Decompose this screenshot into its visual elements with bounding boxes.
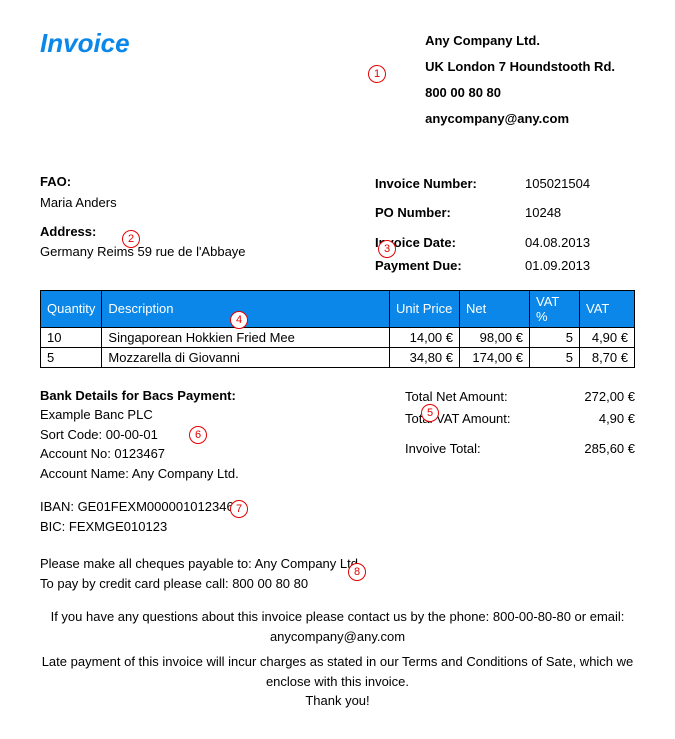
table-cell: 4,90 € [580, 327, 635, 347]
table-cell: 10 [41, 327, 102, 347]
total-net: 272,00 € [555, 386, 635, 408]
totals-block: Total Net Amount:272,00 € Total VAT Amou… [405, 386, 635, 537]
column-header: VAT % [530, 290, 580, 327]
table-cell: Mozzarella di Giovanni [102, 347, 390, 367]
bank-details: Bank Details for Bacs Payment: Example B… [40, 386, 360, 537]
payment-due-label: Payment Due: [375, 254, 505, 277]
annotation-marker: 1 [368, 65, 386, 83]
annotation-marker: 7 [230, 500, 248, 518]
fao-name: Maria Anders [40, 193, 320, 214]
company-address: UK London 7 Houndstooth Rd. [425, 54, 615, 80]
bank-account-no: Account No: 0123467 [40, 444, 360, 464]
recipient-block: FAO: Maria Anders Address: Germany Reims… [40, 172, 320, 278]
annotation-marker: 4 [230, 311, 248, 329]
table-cell: 174,00 € [460, 347, 530, 367]
company-phone: 800 00 80 80 [425, 80, 615, 106]
po-number-label: PO Number: [375, 201, 505, 224]
invoice-number-label: Invoice Number: [375, 172, 505, 195]
column-header: Quantity [41, 290, 102, 327]
column-header: Unit Price [390, 290, 460, 327]
invoice-title: Invoice [40, 28, 130, 132]
annotation-marker: 6 [189, 426, 207, 444]
thanks-footnote: Thank you! [40, 691, 635, 711]
table-cell: Singaporean Hokkien Fried Mee [102, 327, 390, 347]
column-header: Net [460, 290, 530, 327]
bank-bic: BIC: FEXMGE010123 [40, 517, 360, 537]
card-note: To pay by credit card please call: 800 0… [40, 574, 635, 594]
bank-heading: Bank Details for Bacs Payment: [40, 386, 360, 406]
total-vat: 4,90 € [555, 408, 635, 430]
payment-due: 01.09.2013 [525, 254, 635, 277]
company-email: anycompany@any.com [425, 106, 615, 132]
table-row: 5Mozzarella di Giovanni34,80 €174,00 €58… [41, 347, 635, 367]
table-cell: 14,00 € [390, 327, 460, 347]
table-cell: 98,00 € [460, 327, 530, 347]
late-footnote: Late payment of this invoice will incur … [40, 652, 635, 691]
bank-iban: IBAN: GE01FEXM0000010123467 [40, 497, 360, 517]
bank-name: Example Banc PLC [40, 405, 360, 425]
payment-notes: Please make all cheques payable to: Any … [40, 554, 635, 593]
invoice-meta: Invoice Number: 105021504 PO Number: 10248… [375, 172, 635, 278]
line-items-table: QuantityDescriptionUnit PriceNetVAT %VAT… [40, 290, 635, 368]
invoice-date: 04.08.2013 [525, 231, 635, 254]
table-cell: 8,70 € [580, 347, 635, 367]
invoice-number: 105021504 [525, 172, 635, 195]
annotation-marker: 5 [421, 404, 439, 422]
address-label: Address: [40, 222, 320, 243]
table-cell: 5 [41, 347, 102, 367]
cheque-note: Please make all cheques payable to: Any … [40, 554, 635, 574]
table-cell: 5 [530, 347, 580, 367]
footnotes: If you have any questions about this inv… [40, 607, 635, 711]
table-cell: 5 [530, 327, 580, 347]
recipient-address: Germany Reims 59 rue de l'Abbaye [40, 242, 320, 263]
company-block: Any Company Ltd. UK London 7 Houndstooth… [425, 28, 635, 132]
column-header: VAT [580, 290, 635, 327]
invoice-total: 285,60 € [555, 438, 635, 460]
annotation-marker: 2 [122, 230, 140, 248]
annotation-marker: 3 [378, 240, 396, 258]
po-number: 10248 [525, 201, 635, 224]
company-name: Any Company Ltd. [425, 28, 615, 54]
table-row: 10Singaporean Hokkien Fried Mee14,00 €98… [41, 327, 635, 347]
fao-label: FAO: [40, 172, 320, 193]
contact-footnote: If you have any questions about this inv… [40, 607, 635, 646]
invoice-total-label: Invoive Total: [405, 438, 540, 460]
table-cell: 34,80 € [390, 347, 460, 367]
bank-account-name: Account Name: Any Company Ltd. [40, 464, 360, 484]
annotation-marker: 8 [348, 563, 366, 581]
